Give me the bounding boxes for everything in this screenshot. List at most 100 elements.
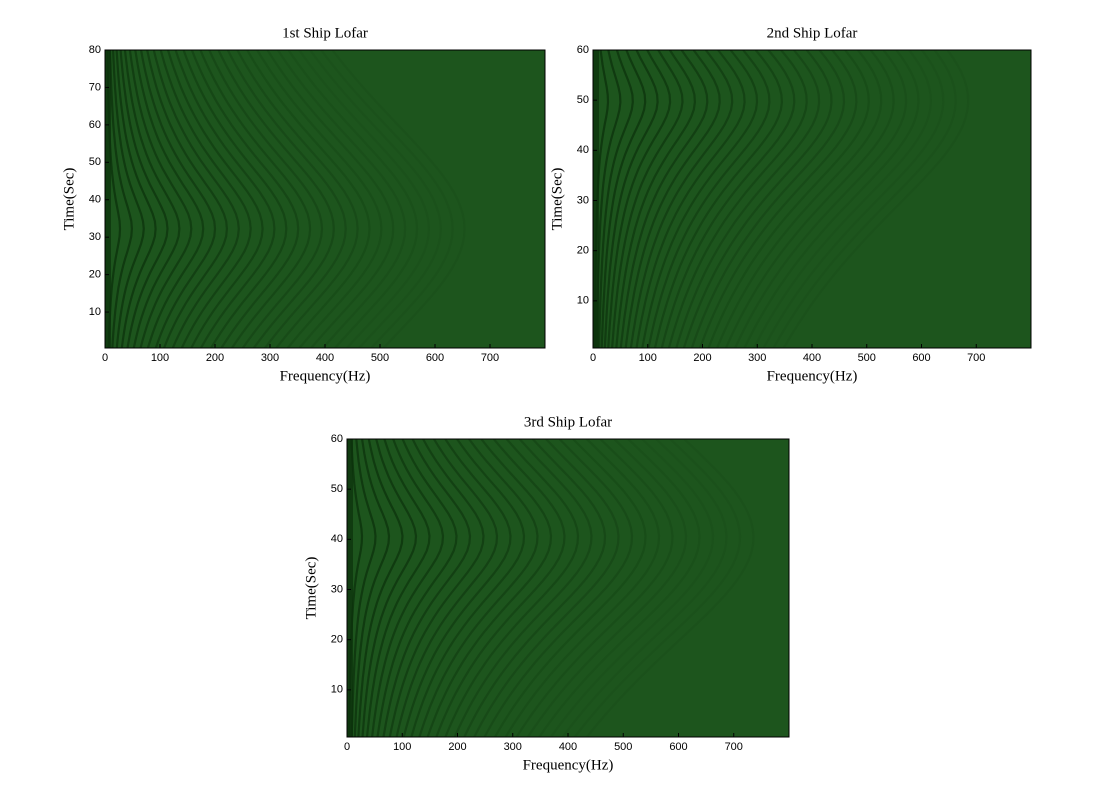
texture-stripe (483, 439, 634, 737)
x-tick-label: 600 (669, 741, 687, 753)
x-tick-label: 200 (448, 741, 466, 753)
texture-stripe (320, 50, 454, 348)
spectrogram-background (347, 439, 789, 737)
y-tick-label: 10 (89, 306, 101, 318)
x-tick-label: 0 (102, 352, 108, 364)
y-tick-label: 50 (89, 156, 101, 168)
texture-stripe (561, 439, 728, 737)
texture-stripe (112, 50, 145, 348)
texture-stripe (660, 50, 796, 348)
y-tick-label: 70 (89, 81, 101, 93)
texture-stripe (624, 50, 721, 348)
texture-stripe (376, 439, 458, 737)
texture-stripe (641, 50, 759, 348)
y-tick-label: 10 (577, 295, 589, 307)
texture-stripe (667, 50, 808, 348)
texture-stripe (619, 50, 709, 348)
texture-stripe (402, 439, 512, 737)
x-tick-label: 700 (725, 741, 743, 753)
texture-stripe (128, 50, 193, 348)
texture-stripe (463, 439, 607, 737)
y-tick-label: 20 (331, 634, 343, 646)
texture-stripe (515, 439, 674, 737)
texture-stripe (331, 50, 466, 348)
x-tick-label: 100 (393, 741, 411, 753)
texture-stripe (353, 439, 391, 737)
texture-stripe (217, 50, 335, 348)
texture-stripe (287, 50, 419, 348)
x-tick-label: 500 (614, 741, 632, 753)
x-tick-label: 0 (590, 352, 596, 364)
texture-stripe (504, 439, 661, 737)
texture-stripe (208, 50, 324, 348)
texture-stripe (724, 50, 895, 348)
x-tick-label: 100 (639, 352, 657, 364)
y-tick-label: 30 (89, 231, 101, 243)
texture-stripe (647, 50, 771, 348)
texture-stripe (199, 50, 312, 348)
texture-stripe (388, 439, 485, 737)
texture-stripe (123, 50, 181, 348)
texture-stripe (753, 50, 933, 348)
y-tick-label: 50 (577, 94, 589, 106)
texture-stripe (365, 439, 431, 737)
y-tick-label: 50 (331, 483, 343, 495)
texture-stripe (140, 50, 217, 348)
x-tick-label: 200 (693, 352, 711, 364)
x-tick-label: 400 (803, 352, 821, 364)
spectrogram-texture (347, 439, 755, 737)
texture-stripe (159, 50, 252, 348)
x-tick-label: 500 (371, 352, 389, 364)
texture-stripe (762, 50, 945, 348)
x-tick-label: 600 (426, 352, 444, 364)
y-tick-label: 20 (89, 269, 101, 281)
texture-stripe (350, 439, 377, 737)
y-tick-label: 40 (577, 144, 589, 156)
texture-stripe (134, 50, 205, 348)
texture-stripe (256, 50, 383, 348)
x-tick-label: 300 (748, 352, 766, 364)
texture-stripe (190, 50, 300, 348)
spectrogram-background (593, 50, 1031, 348)
texture-stripe (418, 439, 539, 737)
y-tick-label: 10 (331, 684, 343, 696)
texture-stripe (734, 50, 908, 348)
y-tick-label: 30 (577, 194, 589, 206)
texture-stripe (266, 50, 395, 348)
y-tick-label: 30 (331, 583, 343, 595)
texture-stripe (573, 439, 742, 737)
texture-stripe (494, 439, 647, 737)
texture-stripe (276, 50, 407, 348)
texture-stripe (410, 439, 526, 737)
chart-title: 2nd Ship Lofar (767, 25, 858, 41)
x-axis-label: Frequency(Hz) (280, 368, 371, 384)
texture-stripe (152, 50, 240, 348)
texture-stripe (607, 50, 672, 348)
left-band (105, 50, 111, 348)
texture-stripe (246, 50, 371, 348)
y-axis-label: Time(Sec) (549, 168, 565, 231)
x-axis-label: Frequency(Hz) (767, 368, 858, 384)
x-tick-label: 300 (261, 352, 279, 364)
texture-stripe (682, 50, 833, 348)
y-tick-label: 80 (89, 44, 101, 56)
texture-stripe (298, 50, 431, 348)
texture-stripe (653, 50, 784, 348)
texture-stripe (426, 439, 553, 737)
texture-stripe (690, 50, 846, 348)
left-band (347, 439, 353, 737)
texture-stripe (698, 50, 858, 348)
texture-stripe (174, 50, 276, 348)
y-tick-label: 60 (331, 433, 343, 445)
texture-stripe (382, 439, 472, 737)
y-axis-label: Time(Sec) (303, 557, 319, 620)
texture-stripe (371, 439, 445, 737)
texture-stripe (357, 439, 404, 737)
texture-stripe (716, 50, 883, 348)
texture-stripe (603, 50, 659, 348)
texture-stripe (586, 439, 755, 737)
texture-stripe (526, 439, 688, 737)
y-tick-label: 60 (577, 44, 589, 56)
texture-stripe (629, 50, 734, 348)
